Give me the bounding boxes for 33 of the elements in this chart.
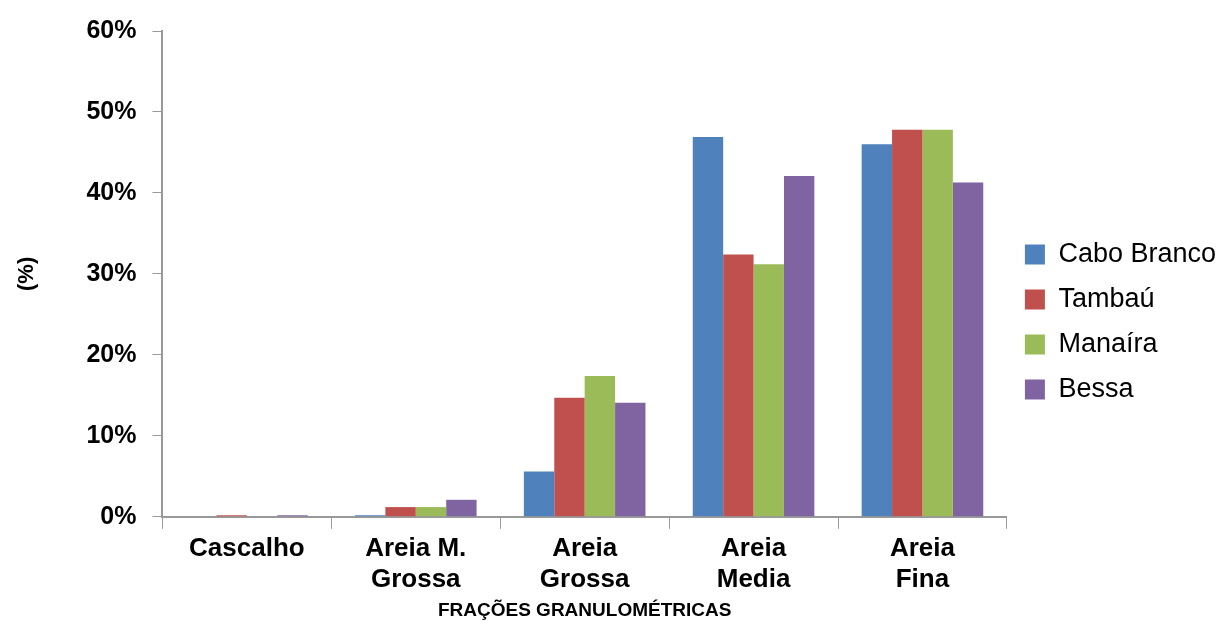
bar: [922, 129, 953, 517]
bar: [861, 144, 893, 517]
y-axis-title: (%): [13, 256, 39, 292]
x-tick-label: Areia M. Grossa: [365, 531, 467, 593]
bar: [952, 182, 984, 517]
bar: [723, 254, 754, 517]
x-tick-label: Areia Fina: [889, 531, 956, 593]
bar: [692, 137, 724, 517]
bar: [892, 129, 923, 517]
bar: [615, 402, 646, 517]
bar: [783, 175, 815, 517]
bar: [385, 507, 416, 517]
x-tick-label: Areia Grossa: [539, 531, 631, 593]
y-tick-label: 10%: [86, 419, 137, 448]
y-tick-label: 0%: [100, 500, 137, 529]
y-tick-label: 50%: [86, 95, 137, 124]
x-axis-title: FRAÇÕES GRANULOMÉTRICAS: [437, 598, 732, 620]
bar: [584, 375, 616, 517]
y-tick-label: 30%: [86, 257, 137, 286]
y-tick-label: 40%: [86, 176, 137, 205]
x-tick-label: Areia Media: [716, 531, 791, 593]
bar: [554, 397, 585, 517]
legend-label: Tambaú: [1058, 282, 1155, 313]
y-tick-label: 60%: [86, 14, 137, 43]
legend-label: Bessa: [1058, 372, 1135, 403]
legend-label: Cabo Branco: [1058, 237, 1217, 268]
bar: [753, 264, 784, 517]
bar: [523, 471, 555, 517]
y-tick-label: 20%: [86, 338, 137, 367]
legend-label: Manaíra: [1058, 327, 1159, 358]
x-tick-label: Cascalho: [189, 531, 305, 562]
bar: [415, 507, 447, 517]
bar: [446, 499, 477, 517]
